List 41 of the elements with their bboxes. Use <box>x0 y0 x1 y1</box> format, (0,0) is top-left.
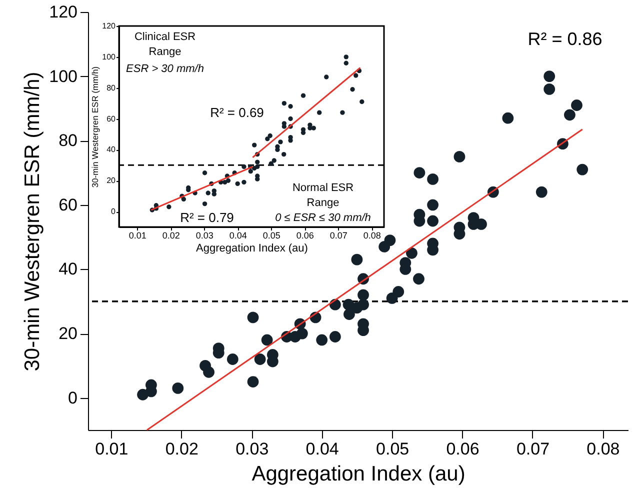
x-tick-label: 0.04 <box>306 440 339 458</box>
annotation: 0 ≤ ESR ≤ 30 mm/h <box>275 212 371 224</box>
x-tick-label: 0.07 <box>330 230 348 240</box>
x-tick-label: 0.02 <box>165 440 198 458</box>
x-tick-label: 0.01 <box>128 230 146 240</box>
x-tick-label: 0.02 <box>162 230 180 240</box>
x-tick-label: 0.01 <box>95 440 128 458</box>
y-tick-label: 40 <box>58 260 78 279</box>
y-axis-title: 30-min Westergren ESR (mm/h) <box>21 72 44 372</box>
x-tick-label: 0.06 <box>296 230 314 240</box>
y-tick-label: 60 <box>106 114 116 124</box>
y-tick-label: 20 <box>106 176 116 186</box>
y-tick-label: 80 <box>58 131 78 150</box>
x-axis-title: Aggregation Index (au) <box>196 242 308 254</box>
x-tick-label: 0.04 <box>229 230 247 240</box>
y-tick-label: 120 <box>102 22 116 30</box>
x-tick-label: 0.08 <box>586 440 620 458</box>
y-tick-label: 40 <box>106 145 116 154</box>
y-tick-label: 80 <box>106 83 116 92</box>
x-tick-label: 0.07 <box>516 440 550 458</box>
y-tick-label: 100 <box>102 52 116 62</box>
y-axis-title: 30-min Westergren ESR (mm/h) <box>90 66 100 188</box>
y-tick-label: 20 <box>58 324 78 344</box>
annotation: R² = 0.69 <box>210 105 264 120</box>
y-tick-label: 0 <box>111 207 116 216</box>
x-tick-label: 0.06 <box>446 440 480 458</box>
x-tick-label: 0.05 <box>262 230 280 240</box>
y-tick-label: 60 <box>58 195 78 214</box>
annotation: ESR > 30 mm/h <box>126 63 204 75</box>
y-tick-label: 0 <box>68 388 78 408</box>
y-tick-label: 100 <box>49 66 78 86</box>
annotation: Normal ESR Range <box>292 182 354 209</box>
annotation: Clinical ESR Range <box>134 31 196 58</box>
x-tick-label: 0.05 <box>376 440 410 458</box>
y-tick-label: 120 <box>49 2 78 22</box>
annotation: R² = 0.86 <box>528 29 602 49</box>
x-tick-label: 0.08 <box>363 230 381 240</box>
annotation: R² = 0.79 <box>180 210 234 225</box>
x-tick-label: 0.03 <box>236 440 269 458</box>
x-axis-title: Aggregation Index (au) <box>252 462 466 486</box>
x-tick-label: 0.03 <box>196 230 214 240</box>
